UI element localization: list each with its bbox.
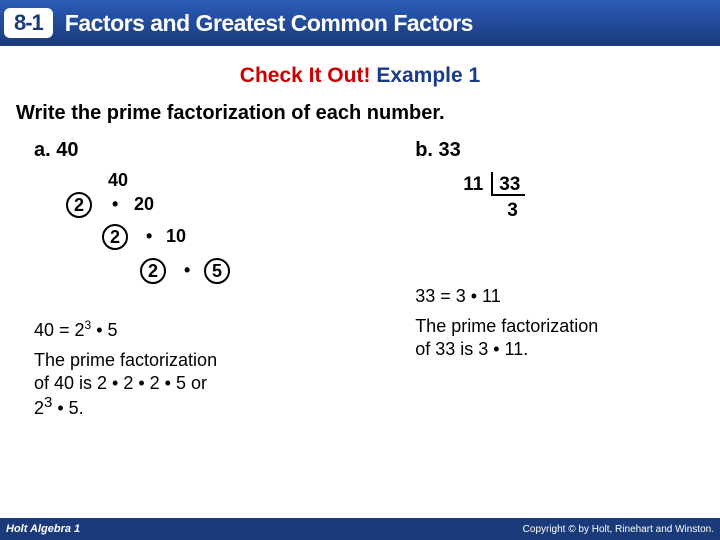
check-red-text: Check It Out!: [240, 64, 371, 87]
part-a-explanation: The prime factorization of 40 is 2 • 2 •…: [34, 349, 403, 420]
check-blue-text: Example 1: [376, 64, 480, 87]
part-a-label: a. 40: [34, 139, 403, 162]
tree-l2-left: 2: [102, 224, 128, 250]
tree-root: 40: [108, 170, 128, 191]
instruction-text: Write the prime factorization of each nu…: [16, 102, 704, 125]
factor-tree: 40 2 • 20 2 • 10 2 • 5: [52, 170, 403, 310]
section-badge: 8-1: [4, 8, 53, 38]
long-division: 11 33 3: [463, 170, 720, 230]
header-bar: 8-1 Factors and Greatest Common Factors: [0, 0, 720, 46]
part-b-label: b. 33: [415, 139, 720, 162]
footer-course: Holt Algebra 1: [6, 523, 80, 535]
part-a-column: a. 40 40 2 • 20 2 • 10 2 • 5 40 = 23 • 5…: [0, 139, 403, 420]
footer-copyright: Copyright © by Holt, Rinehart and Winsto…: [523, 524, 714, 535]
tree-l3-right: 5: [204, 258, 230, 284]
ldiv-dividend: 33: [499, 174, 520, 196]
part-a-equation: 40 = 23 • 5: [34, 318, 403, 341]
tree-l1-right: 20: [134, 194, 154, 215]
part-b-equation: 33 = 3 • 11: [415, 286, 720, 307]
check-it-out-line: Check It Out! Example 1: [0, 64, 720, 88]
ldiv-divisor: 11: [463, 174, 483, 196]
footer-bar: Holt Algebra 1 Copyright © by Holt, Rine…: [0, 518, 720, 540]
dot-icon: •: [146, 226, 152, 247]
part-b-explanation: The prime factorization of 33 is 3 • 11.: [415, 315, 720, 360]
header-title: Factors and Greatest Common Factors: [65, 10, 473, 37]
content-columns: a. 40 40 2 • 20 2 • 10 2 • 5 40 = 23 • 5…: [0, 139, 720, 420]
tree-l2-right: 10: [166, 226, 186, 247]
tree-l3-left: 2: [140, 258, 166, 284]
dot-icon: •: [112, 194, 118, 215]
ldiv-quotient: 3: [507, 200, 518, 222]
part-b-column: b. 33 11 33 3 33 = 3 • 11 The prime fact…: [403, 139, 720, 420]
tree-l1-left: 2: [66, 192, 92, 218]
dot-icon: •: [184, 260, 190, 281]
